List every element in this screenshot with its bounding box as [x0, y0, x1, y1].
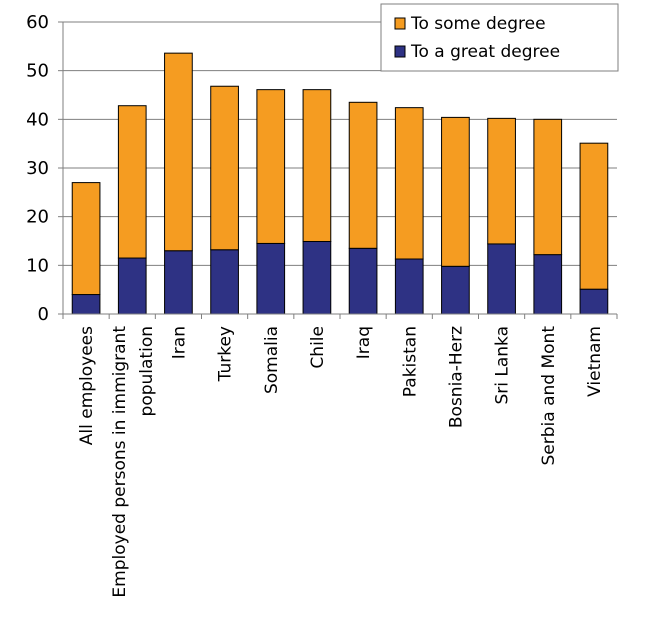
x-category-label: Employed persons in immigrant population	[110, 326, 157, 598]
bar-to-a-great-degree	[117, 257, 147, 315]
bar-to-some-degree	[441, 116, 470, 267]
y-tick-label: 50	[26, 61, 49, 82]
x-category-label: Iran	[169, 326, 189, 359]
x-category-label: Iraq	[354, 326, 374, 359]
legend-box	[380, 3, 619, 72]
bar-to-a-great-degree	[210, 249, 239, 315]
bar-to-a-great-degree	[487, 243, 516, 315]
x-category-label: Sri Lanka	[493, 326, 513, 405]
x-category-label-line: Iran	[169, 326, 189, 359]
bar-to-a-great-degree	[164, 250, 193, 315]
legend-label: To a great degree	[410, 42, 560, 62]
x-category-label: Vietnam	[585, 326, 605, 397]
x-category-label: Pakistan	[400, 326, 420, 397]
bar-to-a-great-degree	[256, 242, 286, 315]
bar-to-a-great-degree	[71, 294, 101, 315]
legend-label: To some degree	[410, 14, 546, 34]
bar-to-a-great-degree	[302, 240, 332, 315]
bar-to-some-degree	[348, 101, 378, 249]
gridlines	[63, 21, 617, 266]
x-category-label-line: Somalia	[262, 326, 282, 394]
y-tick-label: 10	[26, 255, 49, 276]
x-category-label-line: Turkey	[216, 326, 236, 382]
y-tick-label: 20	[26, 207, 49, 228]
bar-to-a-great-degree	[394, 258, 424, 315]
bar-to-some-degree	[71, 182, 101, 296]
x-category-label-line: Chile	[308, 326, 328, 369]
bar-to-some-degree	[302, 89, 332, 242]
x-category-label-line: Serbia and Mont	[539, 326, 559, 466]
y-tick-label: 40	[26, 109, 49, 130]
x-category-label: Bosnia-Herz	[446, 326, 466, 428]
bar-to-a-great-degree	[533, 254, 563, 315]
bars	[71, 52, 609, 315]
x-category-label: All employees	[77, 326, 97, 445]
y-tick-label: 30	[26, 158, 49, 179]
x-category-label: Serbia and Mont	[539, 326, 559, 466]
bar-to-some-degree	[394, 107, 424, 260]
bar-to-some-degree	[256, 89, 286, 244]
x-category-label-line: Employed persons in immigrant	[110, 326, 130, 598]
y-tick-label: 60	[26, 12, 49, 33]
bar-to-some-degree	[487, 117, 516, 245]
x-category-label-line: Vietnam	[585, 326, 605, 397]
bar-to-some-degree	[210, 85, 239, 251]
x-category-label-line: population	[137, 326, 157, 416]
axes: 0 10 20 30 40 50 60 All employees Employed perso…	[26, 12, 618, 598]
bar-to-a-great-degree	[348, 247, 378, 315]
bar-to-a-great-degree	[579, 288, 609, 315]
x-category-label: Turkey	[216, 326, 236, 382]
legend-swatch	[394, 45, 406, 58]
bar-to-some-degree	[533, 118, 563, 256]
legend: To some degree To a great degree	[380, 3, 619, 72]
y-tick-label: 0	[38, 304, 49, 325]
x-category-label-line: Pakistan	[400, 326, 420, 397]
x-category-label-line: Bosnia-Herz	[446, 326, 466, 428]
bar-to-some-degree	[579, 142, 609, 290]
x-category-label: Somalia	[262, 326, 282, 394]
x-category-label-line: Sri Lanka	[493, 326, 513, 405]
x-category-label-line: All employees	[77, 326, 97, 445]
x-category-label-line: Iraq	[354, 326, 374, 359]
bar-to-some-degree	[164, 52, 193, 252]
bar-to-a-great-degree	[441, 265, 470, 315]
legend-swatch	[394, 17, 406, 30]
x-category-label: Chile	[308, 326, 328, 369]
bar-to-some-degree	[117, 105, 147, 259]
